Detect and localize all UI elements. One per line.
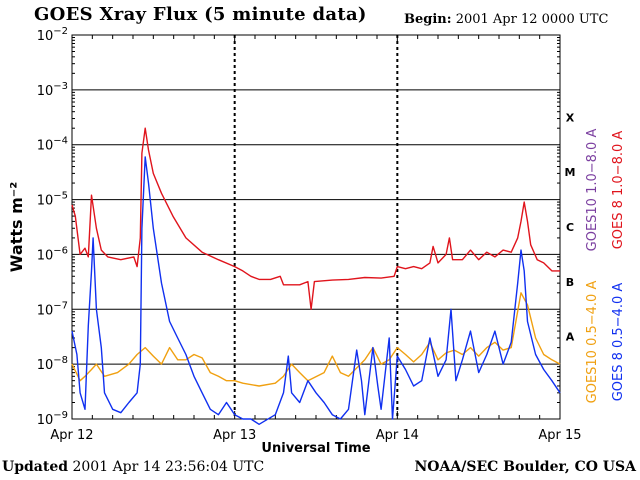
flare-class-label: C [566, 221, 574, 234]
updated-timestamp: Updated 2001 Apr 14 23:56:04 UTC [2, 459, 264, 475]
credit-text: NOAA/SEC Boulder, CO USA [414, 459, 637, 475]
plot-frame [71, 34, 561, 420]
y-tick-label: 10−7 [37, 300, 68, 318]
y-tick-label: 10−4 [37, 136, 68, 154]
y-tick-label: 10−3 [37, 81, 68, 99]
y-tick-label: 10−8 [37, 355, 68, 373]
y-tick-label: 10−2 [37, 26, 68, 44]
flare-class-label: B [566, 276, 574, 289]
updated-value: 2001 Apr 14 23:56:04 UTC [72, 459, 265, 475]
series-line [71, 292, 561, 387]
x-tick-label: Apr 13 [213, 428, 256, 443]
series-line [71, 127, 560, 310]
x-axis-title: Universal Time [261, 441, 370, 456]
flare-class-label: A [566, 331, 575, 344]
begin-value: 2001 Apr 12 0000 UTC [455, 12, 609, 27]
series-line [71, 156, 561, 425]
legend-entry: GOES 8 0.5−4.0 A [611, 283, 626, 402]
begin-time: Begin: 2001 Apr 12 0000 UTC [404, 12, 608, 27]
legend-entry: GOES10 0.5−4.0 A [585, 281, 600, 404]
x-tick-label: Apr 14 [376, 428, 419, 443]
legend-entry: GOES10 1.0−8.0 A [585, 129, 600, 252]
y-tick-label: 10−6 [37, 245, 68, 263]
y-axis-title: Watts m⁻² [7, 182, 26, 272]
begin-label: Begin: [404, 12, 452, 27]
flare-class-label: X [566, 111, 575, 124]
y-tick-label: 10−5 [37, 191, 68, 209]
chart-title: GOES Xray Flux (5 minute data) [34, 4, 367, 25]
flare-class-label: M [565, 166, 576, 179]
x-tick-label: Apr 15 [538, 428, 581, 443]
x-tick-label: Apr 12 [50, 428, 93, 443]
y-tick-label: 10−9 [37, 410, 68, 428]
legend-entry: GOES 8 1.0−8.0 A [611, 131, 626, 250]
updated-label: Updated [2, 459, 69, 475]
